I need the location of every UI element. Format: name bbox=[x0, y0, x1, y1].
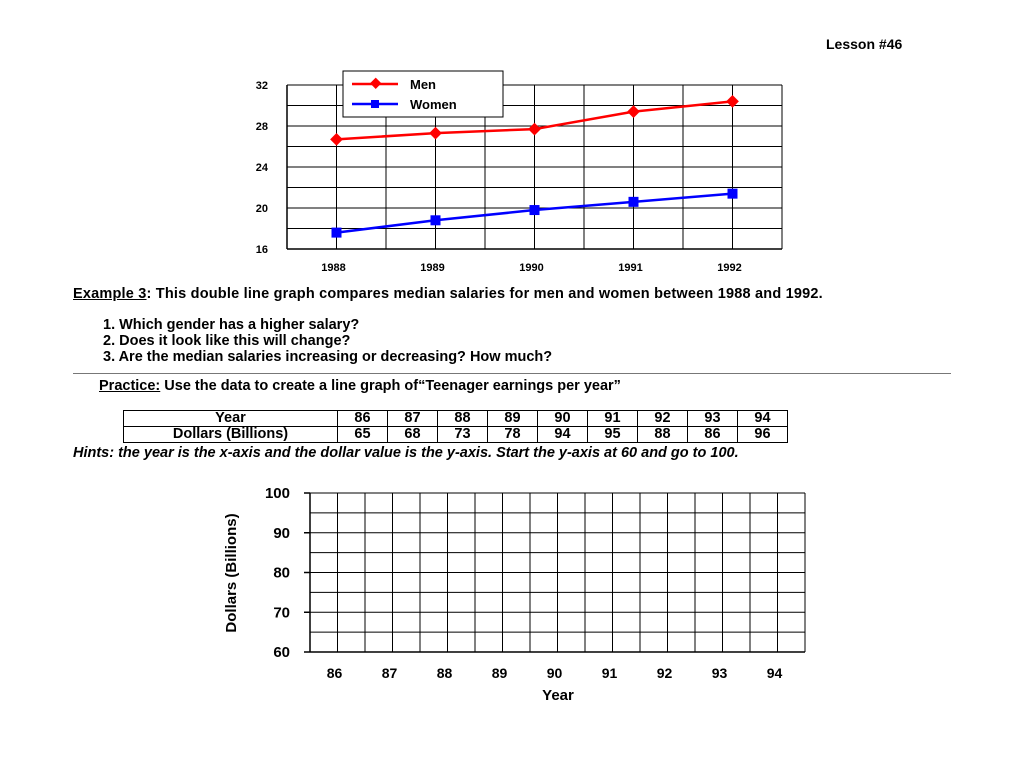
year-cell: 91 bbox=[587, 410, 638, 427]
y-tick-label: 70 bbox=[273, 604, 290, 621]
example-label: Example 3 bbox=[73, 286, 147, 302]
practice-text: Use the data to create a line graph of“T… bbox=[160, 378, 621, 394]
year-cell: 87 bbox=[387, 410, 438, 427]
practice-label: Practice: bbox=[99, 378, 161, 394]
data-point-men bbox=[528, 122, 541, 136]
x-tick-label: 1991 bbox=[618, 262, 642, 274]
dollar-cell: 88 bbox=[637, 426, 688, 443]
question-1: 1. Which gender has a higher salary? bbox=[103, 317, 360, 333]
x-tick-label: 90 bbox=[547, 665, 563, 681]
x-tick-label: 91 bbox=[602, 665, 618, 681]
data-point-men bbox=[429, 126, 442, 140]
dollar-cell: 65 bbox=[337, 426, 388, 443]
dollar-cell: 94 bbox=[537, 426, 588, 443]
y-tick-label: 28 bbox=[256, 121, 268, 133]
dollar-cell: 96 bbox=[737, 426, 788, 443]
year-cell: 88 bbox=[437, 410, 488, 427]
example-text: : This double line graph compares median… bbox=[146, 286, 823, 302]
y-tick-label: 16 bbox=[256, 244, 268, 256]
men-marker-icon bbox=[370, 77, 382, 89]
x-tick-label: 94 bbox=[767, 665, 783, 681]
dollar-cell: 68 bbox=[387, 426, 438, 443]
year-cell: 90 bbox=[537, 410, 588, 427]
table-row-label: Year bbox=[123, 410, 338, 427]
x-tick-label: 1992 bbox=[717, 262, 741, 274]
lesson-number: Lesson #46 bbox=[826, 36, 903, 52]
y-tick-label: 20 bbox=[256, 203, 268, 215]
year-cell: 93 bbox=[687, 410, 738, 427]
table-row-label: Dollars (Billions) bbox=[123, 426, 338, 443]
x-tick-label: 1990 bbox=[519, 262, 543, 274]
practice-heading: Practice: Use the data to create a line … bbox=[99, 378, 621, 394]
y-tick-label: 24 bbox=[256, 162, 269, 174]
x-tick-label: 86 bbox=[327, 665, 343, 681]
y-axis-label: Dollars (Billions) bbox=[223, 513, 240, 632]
year-cell: 94 bbox=[737, 410, 788, 427]
women-marker-icon bbox=[371, 100, 379, 108]
dollar-cell: 95 bbox=[587, 426, 638, 443]
dollar-cell: 78 bbox=[487, 426, 538, 443]
x-tick-label: 87 bbox=[382, 665, 398, 681]
x-axis-label: Year bbox=[542, 687, 574, 704]
chart-legend: Men Women bbox=[342, 70, 504, 118]
question-2: 2. Does it look like this will change? bbox=[103, 333, 351, 349]
year-cell: 86 bbox=[337, 410, 388, 427]
data-point-women bbox=[628, 196, 639, 207]
data-point-women bbox=[430, 215, 441, 226]
data-point-men bbox=[330, 132, 343, 146]
legend-men-label: Men bbox=[410, 77, 436, 92]
earnings-table: Year 86 87 88 89 90 91 92 93 94 Dollars … bbox=[123, 410, 788, 443]
legend-women-label: Women bbox=[410, 97, 457, 112]
x-tick-label: 89 bbox=[492, 665, 508, 681]
x-tick-label: 1988 bbox=[321, 262, 345, 274]
question-3: 3. Are the median salaries increasing or… bbox=[103, 349, 553, 365]
x-tick-label: 92 bbox=[657, 665, 673, 681]
table-row: Dollars (Billions) 65 68 73 78 94 95 88 … bbox=[123, 426, 788, 443]
salary-line-chart: 16 20 24 28 32 1988 1989 1990 1991 1992 Men Women bbox=[256, 70, 783, 274]
hint-text: Hints: the year is the x-axis and the do… bbox=[73, 445, 739, 461]
data-point-men bbox=[627, 105, 640, 119]
data-point-women bbox=[331, 227, 342, 238]
data-point-women bbox=[727, 188, 738, 199]
y-tick-label: 100 bbox=[265, 485, 290, 502]
table-row: Year 86 87 88 89 90 91 92 93 94 bbox=[123, 410, 788, 427]
y-tick-label: 90 bbox=[273, 525, 290, 542]
x-tick-label: 1989 bbox=[420, 262, 444, 274]
divider bbox=[73, 373, 951, 374]
y-tick-label: 60 bbox=[273, 644, 290, 661]
x-tick-label: 93 bbox=[712, 665, 728, 681]
example-heading: Example 3: This double line graph compar… bbox=[73, 286, 953, 302]
year-cell: 89 bbox=[487, 410, 538, 427]
year-cell: 92 bbox=[637, 410, 688, 427]
y-tick-label: 32 bbox=[256, 80, 268, 92]
dollar-cell: 86 bbox=[687, 426, 738, 443]
dollar-cell: 73 bbox=[437, 426, 488, 443]
x-tick-label: 88 bbox=[437, 665, 453, 681]
data-point-women bbox=[529, 205, 540, 216]
y-tick-label: 80 bbox=[273, 565, 290, 582]
